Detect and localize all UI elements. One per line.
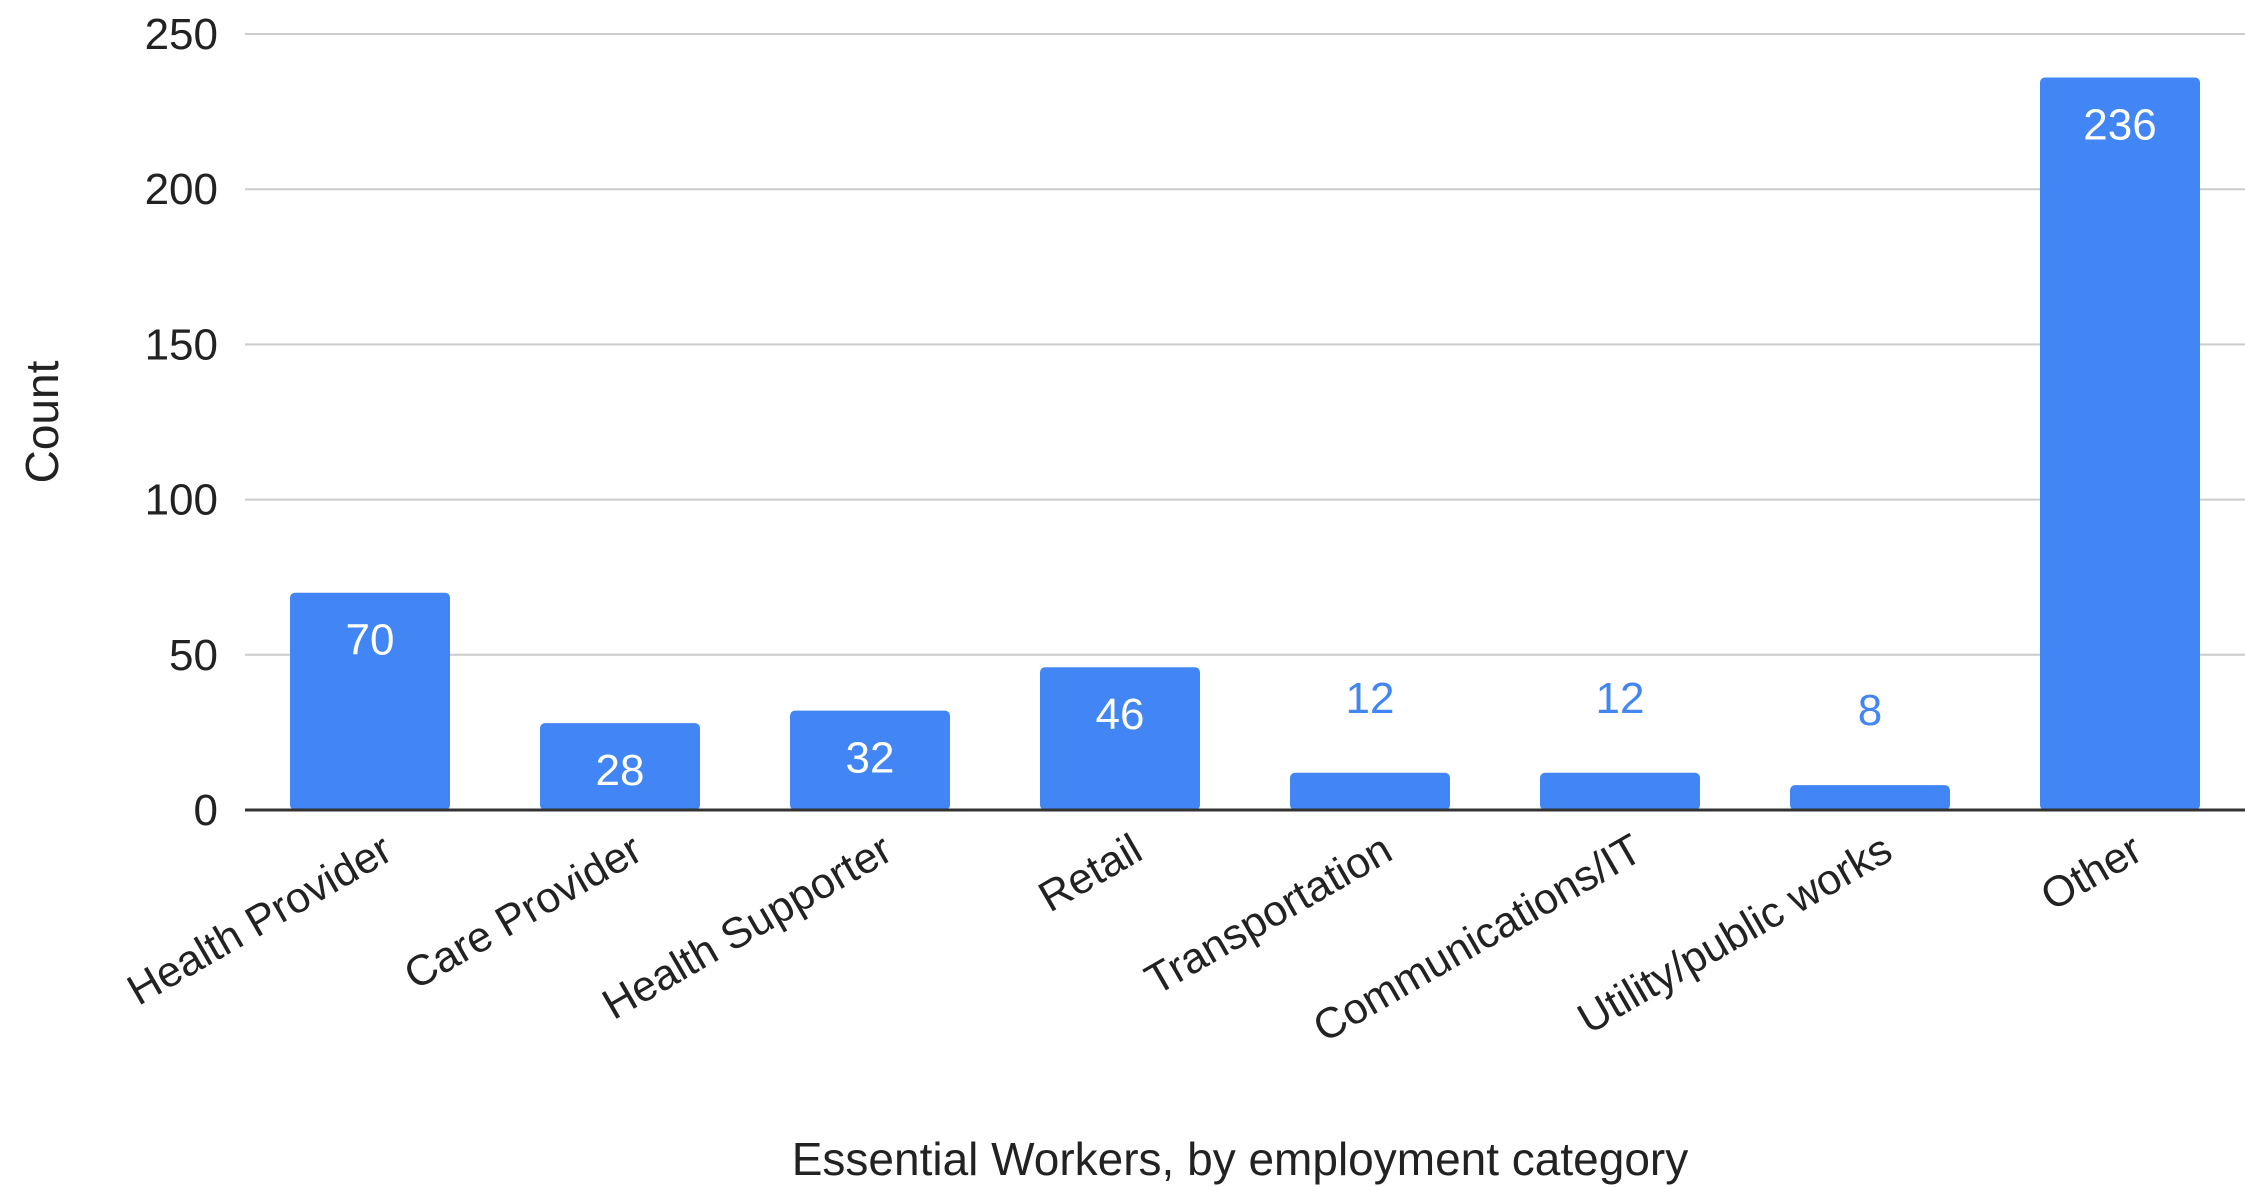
y-axis-title: Count: [16, 360, 68, 483]
bar: [2040, 77, 2200, 810]
x-axis-title: Essential Workers, by employment categor…: [792, 1133, 1689, 1185]
bars: [290, 77, 2200, 810]
bar: [1790, 785, 1950, 810]
y-tick-label: 50: [169, 631, 218, 680]
y-tick-label: 200: [145, 165, 218, 214]
bar: [1290, 773, 1450, 810]
gridlines: [245, 34, 2245, 655]
y-tick-label: 150: [145, 320, 218, 369]
y-tick-label: 250: [145, 10, 218, 59]
data-label: 70: [346, 616, 395, 665]
data-label: 8: [1858, 686, 1882, 735]
data-label: 12: [1596, 674, 1645, 723]
data-label: 28: [596, 746, 645, 795]
x-category-label: Other: [2033, 825, 2150, 920]
data-label: 46: [1096, 690, 1145, 739]
y-tick-label: 0: [194, 786, 218, 835]
data-label: 32: [846, 734, 895, 783]
data-label: 236: [2083, 100, 2156, 149]
x-category-label: Retail: [1031, 825, 1150, 922]
data-label: 12: [1346, 674, 1395, 723]
y-axis-ticks: 0 50 100 150 200 250: [145, 10, 218, 835]
y-tick-label: 100: [145, 476, 218, 525]
data-labels: 70 28 32 46 12 12 8 236: [346, 100, 2157, 795]
x-category-label: Care Provider: [396, 825, 650, 999]
bar: [1540, 773, 1700, 810]
x-category-label: Health Provider: [119, 825, 400, 1015]
